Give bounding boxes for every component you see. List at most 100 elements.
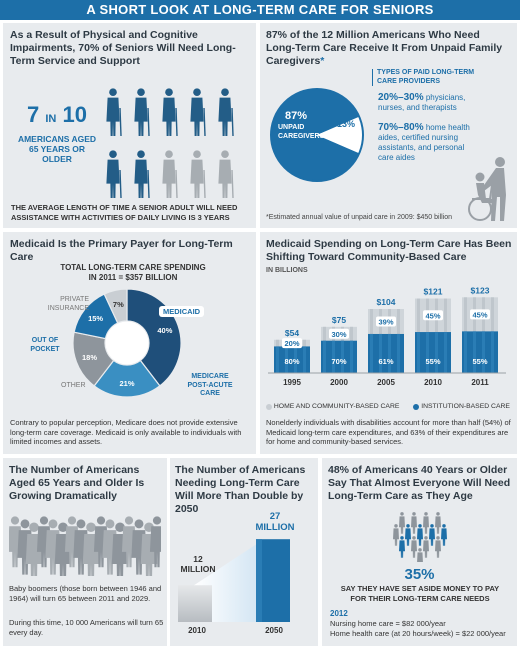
- spending-donut-chart: 40% 21% 18% 15% 7%: [72, 288, 182, 398]
- pie-unpaid-pct: 87%: [285, 110, 308, 122]
- bar-home-label-bg: [329, 328, 349, 339]
- panel-heading: 87% of the 12 Million Americans Who Need…: [266, 29, 511, 68]
- donut-slice-label: 7%: [113, 300, 124, 309]
- heading-footnote-mark: *: [320, 55, 325, 67]
- bar-stripe: [444, 298, 447, 333]
- label-2050-value: 27 MILLION: [250, 511, 300, 533]
- cluster-person-icon: [399, 536, 405, 558]
- donut-hole: [105, 321, 149, 365]
- pie-outline: [270, 88, 364, 182]
- legend-inst-swatch: [413, 403, 420, 410]
- banner-title: A SHORT LOOK AT LONG-TERM CARE FOR SENIO…: [0, 0, 520, 20]
- cluster-person-icon: [411, 512, 417, 534]
- cane-icon: [175, 107, 178, 137]
- bar-total-label: $121: [424, 287, 443, 297]
- crowd-person-icon: [149, 516, 161, 568]
- people-cluster: [393, 512, 447, 562]
- bar-stripe: [294, 346, 297, 373]
- panel-set-aside-money: 48% of Americans 40 Years or Older Say T…: [322, 458, 517, 646]
- cluster-person-icon: [423, 536, 429, 558]
- bar-stripe: [303, 339, 306, 347]
- bar-stripe: [350, 340, 353, 373]
- bar-stripe: [303, 346, 306, 373]
- cluster-person-icon: [417, 548, 423, 562]
- spending-chart-title: TOTAL LONG-TERM CARE SPENDING IN 2011 = …: [60, 263, 206, 282]
- bar-stripe: [491, 297, 494, 332]
- stat-7-in-10: 7 IN 10 AMERICANS AGED 65 YEARS OR OLDER: [17, 102, 97, 165]
- panel-heading: 48% of Americans 40 Years or Older Say T…: [328, 464, 511, 502]
- value-2050: 27: [269, 511, 281, 522]
- panel-medicaid-payer: Medicaid Is the Primary Payer for Long-T…: [3, 232, 256, 454]
- cane-icon: [231, 169, 234, 199]
- cane-icon: [147, 169, 150, 199]
- bar-stripe: [482, 331, 485, 373]
- bar-stripe: [323, 340, 326, 373]
- type1-pct: 20%–30%: [378, 92, 424, 103]
- label-medicare-post-acute: MEDICARE POST-ACUTE CARE: [187, 373, 233, 397]
- donut-slice-label: 21%: [119, 379, 134, 388]
- disability-note: Nonelderly individuals with disabilities…: [266, 418, 511, 446]
- bar-home-label-bg: [376, 316, 396, 327]
- cane-icon: [119, 169, 122, 199]
- assistance-footer: THE AVERAGE LENGTH OF TIME A SENIOR ADUL…: [11, 203, 238, 222]
- bar-stripe: [379, 333, 382, 373]
- donut-slice: [103, 288, 128, 324]
- panel-medicaid-shift: Medicaid Spending on Long-Term Care Has …: [260, 232, 517, 454]
- senior-person-icon: [218, 88, 232, 136]
- bar-stripe: [417, 332, 420, 373]
- senior-person-icon: [162, 150, 176, 198]
- bar-stripe: [397, 309, 400, 334]
- pie-paid-pct: 13%: [337, 119, 356, 129]
- bar-stripe: [426, 332, 429, 373]
- bar-year-label: 2005: [377, 378, 395, 387]
- unpaid-care-pie: [270, 88, 364, 182]
- type1: 20%–30% physicians, nurses, and therapis…: [378, 93, 486, 113]
- label-other: OTHER: [61, 382, 86, 389]
- bar-total-label: $75: [332, 315, 346, 325]
- set-aside-pct: 35%: [404, 566, 435, 583]
- cluster-person-icon: [399, 512, 405, 534]
- bar-stripe: [332, 340, 335, 373]
- types-title: TYPES OF PAID LONG-TERM CARE PROVIDERS: [377, 69, 475, 85]
- cane-icon: [119, 107, 122, 137]
- bar-home-label: 45%: [472, 310, 487, 319]
- bar-institution-label: 55%: [472, 357, 487, 366]
- stat-of: 10: [62, 102, 87, 127]
- cluster-person-icon: [435, 512, 441, 534]
- pie-unpaid-caption: UNPAID CAREGIVERS: [278, 124, 325, 140]
- bar-institution-label: 80%: [284, 357, 299, 366]
- bar-year-label: 2000: [330, 378, 348, 387]
- home-health-cost: Home health care (at 20 hours/week) = $2…: [330, 629, 506, 638]
- nursing-home-cost: Nursing home care = $82 000/year: [330, 619, 446, 628]
- bar-stripe: [417, 298, 420, 333]
- cluster-person-icon: [429, 524, 435, 546]
- cluster-person-icon: [423, 512, 429, 534]
- donut-slice-label: 40%: [157, 326, 172, 335]
- panel-aging-growth: The Number of Americans Aged 65 Years an…: [3, 458, 167, 646]
- year-2050: 2050: [265, 626, 283, 635]
- cluster-person-icon: [417, 524, 423, 546]
- legend-home-label: HOME AND COMMUNITY-BASED CARE: [273, 403, 400, 410]
- bar-home-label-bg: [282, 338, 302, 349]
- pie-slice-unpaid: [271, 89, 360, 181]
- bar-stripe: [350, 326, 353, 341]
- chart-unit: IN BILLIONS: [266, 267, 308, 274]
- stat-number: 7: [27, 102, 40, 127]
- bar-institution-label: 70%: [331, 357, 346, 366]
- bar-home-label: 20%: [284, 339, 299, 348]
- panel-heading: As a Result of Physical and Cognitive Im…: [10, 29, 236, 67]
- bar-home-label: 45%: [425, 311, 440, 320]
- bar-stripe: [444, 332, 447, 373]
- needing-care-bar-chart: [178, 539, 290, 622]
- unpaid-value-footnote: *Estimated annual value of unpaid care i…: [266, 214, 453, 221]
- bar-year-label: 2011: [471, 378, 489, 387]
- bar-home-label: 30%: [331, 330, 346, 339]
- panel-needing-care-growth: The Number of Americans Needing Long-Ter…: [170, 458, 318, 646]
- value-2050-unit: MILLION: [255, 521, 295, 533]
- donut-slice-label: 18%: [82, 353, 97, 362]
- cane-icon: [175, 169, 178, 199]
- label-private-insurance: PRIVATE INSURANCE: [47, 296, 89, 312]
- bar-year-label: 1995: [283, 378, 301, 387]
- bar-stripe: [464, 297, 467, 332]
- type2-pct: 70%–80%: [378, 122, 424, 133]
